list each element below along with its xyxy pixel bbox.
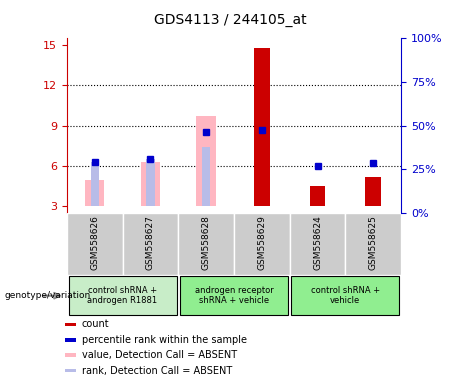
Bar	[178, 213, 234, 275]
Text: rank, Detection Call = ABSENT: rank, Detection Call = ABSENT	[82, 366, 232, 376]
Text: genotype/variation: genotype/variation	[5, 291, 91, 300]
Text: GSM558627: GSM558627	[146, 215, 155, 270]
Text: GDS4113 / 244105_at: GDS4113 / 244105_at	[154, 13, 307, 27]
Bar	[146, 159, 154, 207]
Bar	[234, 213, 290, 275]
Bar	[67, 213, 123, 275]
Bar	[196, 116, 216, 207]
Text: GSM558629: GSM558629	[257, 215, 266, 270]
Bar	[69, 276, 177, 315]
Text: control shRNA +
vehicle: control shRNA + vehicle	[311, 286, 380, 305]
Bar	[180, 276, 288, 315]
Text: GSM558624: GSM558624	[313, 215, 322, 270]
Bar	[366, 177, 381, 207]
Bar	[65, 323, 77, 326]
Text: value, Detection Call = ABSENT: value, Detection Call = ABSENT	[82, 350, 237, 360]
Bar	[291, 276, 399, 315]
Bar	[345, 213, 401, 275]
Bar	[123, 213, 178, 275]
Bar	[90, 162, 99, 207]
Bar	[202, 147, 210, 207]
Bar	[65, 369, 77, 372]
Bar	[290, 213, 345, 275]
Bar	[310, 186, 325, 207]
Bar	[254, 48, 270, 207]
Bar	[65, 353, 77, 357]
Text: control shRNA +
androgen R1881: control shRNA + androgen R1881	[88, 286, 158, 305]
Bar	[65, 338, 77, 342]
Text: GSM558626: GSM558626	[90, 215, 99, 270]
Bar	[141, 162, 160, 207]
Text: percentile rank within the sample: percentile rank within the sample	[82, 335, 247, 345]
Text: count: count	[82, 319, 109, 329]
Text: androgen receptor
shRNA + vehicle: androgen receptor shRNA + vehicle	[195, 286, 273, 305]
Bar	[85, 180, 105, 207]
Text: GSM558625: GSM558625	[369, 215, 378, 270]
Text: GSM558628: GSM558628	[201, 215, 211, 270]
